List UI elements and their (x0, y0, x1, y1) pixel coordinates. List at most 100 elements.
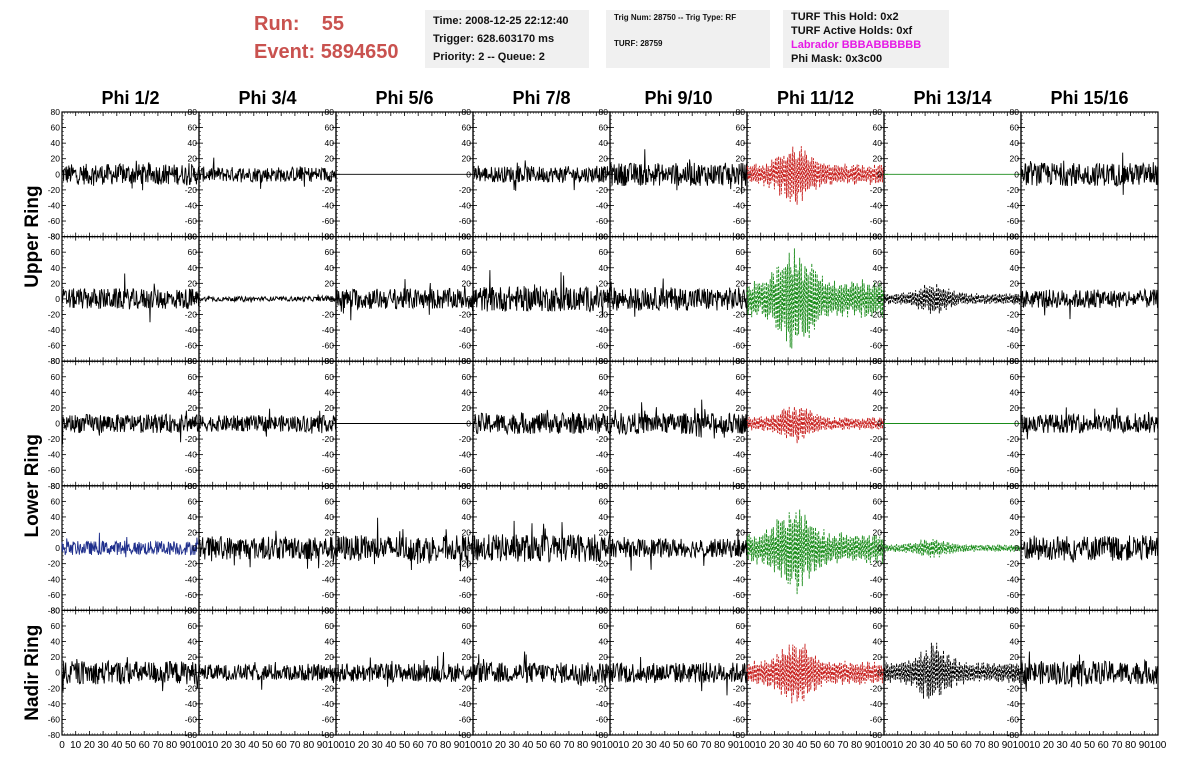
y-tick-label: 0 (603, 294, 608, 304)
y-tick-label: 40 (462, 263, 472, 273)
y-tick-label: 40 (599, 263, 609, 273)
y-tick-label: -40 (459, 325, 472, 335)
y-tick-label: 0 (192, 419, 197, 429)
y-tick-label: 40 (188, 138, 198, 148)
y-tick-label: 20 (736, 278, 746, 288)
y-tick-label: 20 (188, 154, 198, 164)
y-tick-label: 60 (51, 247, 61, 257)
y-tick-label: -60 (48, 216, 61, 226)
y-tick-label: 80 (873, 232, 883, 242)
y-tick-label: -20 (185, 434, 198, 444)
y-tick-label: 20 (188, 528, 198, 538)
y-tick-label: -40 (459, 200, 472, 210)
y-tick-label: 40 (325, 512, 335, 522)
waveform-trace (198, 294, 336, 303)
y-tick-label: 0 (329, 543, 334, 553)
y-tick-label: 20 (325, 154, 335, 164)
y-tick-label: -60 (596, 341, 609, 351)
y-tick-label: -40 (48, 325, 61, 335)
y-tick-label: -80 (48, 481, 61, 491)
waveform-trace (198, 157, 337, 189)
y-tick-label: 60 (325, 496, 335, 506)
y-tick-label: -20 (322, 309, 335, 319)
y-tick-label: -40 (322, 200, 335, 210)
y-tick-label: -20 (870, 434, 883, 444)
y-tick-label: -40 (596, 450, 609, 460)
run-value: 55 (321, 13, 345, 35)
ring-label: Upper Ring (22, 185, 43, 287)
y-tick-label: 80 (462, 356, 472, 366)
y-tick-label: -60 (185, 216, 198, 226)
y-tick-label: 80 (325, 107, 335, 117)
y-tick-label: -20 (459, 434, 472, 444)
y-tick-label: 20 (462, 403, 472, 413)
y-tick-label: 20 (462, 154, 472, 164)
y-tick-label: -40 (733, 450, 746, 460)
y-tick-label: 60 (188, 496, 198, 506)
waveform-trace (198, 530, 337, 569)
waveform-trace (1020, 288, 1159, 320)
run-row: Run: 55 (254, 10, 399, 38)
waveform-trace (746, 406, 885, 444)
y-tick-label: 40 (51, 138, 61, 148)
y-tick-label: -20 (322, 185, 335, 195)
y-tick-label: -80 (48, 232, 61, 242)
y-tick-label: -60 (733, 216, 746, 226)
y-tick-label: -40 (322, 450, 335, 460)
y-tick-label: 20 (736, 154, 746, 164)
y-tick-label: 60 (599, 247, 609, 257)
column-title: Phi 3/4 (238, 88, 296, 108)
y-tick-label: 20 (736, 403, 746, 413)
y-tick-label: 60 (462, 247, 472, 257)
y-tick-label: 60 (188, 247, 198, 257)
y-tick-label: 40 (325, 387, 335, 397)
event-value: 5894650 (320, 41, 399, 63)
y-tick-label: 20 (325, 528, 335, 538)
y-tick-label: 0 (603, 169, 608, 179)
event-row: Event: 5894650 (254, 38, 399, 66)
y-tick-label: -60 (459, 216, 472, 226)
turf-text: TURF: 28759 (614, 39, 663, 48)
y-tick-label: -40 (870, 450, 883, 460)
y-tick-label: -40 (596, 200, 609, 210)
waveform-trace (335, 279, 474, 321)
y-tick-label: 20 (188, 403, 198, 413)
y-tick-label: -40 (733, 325, 746, 335)
y-tick-label: 40 (1010, 387, 1020, 397)
column-title: Phi 5/6 (375, 88, 433, 108)
y-tick-label: -40 (322, 574, 335, 584)
y-tick-label: -20 (322, 434, 335, 444)
y-tick-label: 60 (736, 372, 746, 382)
y-tick-label: 60 (51, 496, 61, 506)
waveform-trace (472, 270, 611, 318)
y-tick-label: 80 (188, 107, 198, 117)
y-tick-label: 60 (599, 372, 609, 382)
y-tick-label: 60 (1010, 247, 1020, 257)
trigger-info-box: Trig Num: 28750 -- Trig Type: RF TURF: 2… (606, 10, 770, 68)
y-tick-label: 40 (1010, 138, 1020, 148)
y-tick-label: -20 (185, 309, 198, 319)
column-title: Phi 15/16 (1050, 88, 1128, 108)
y-tick-label: 40 (325, 263, 335, 273)
y-tick-label: -60 (870, 216, 883, 226)
ring-label: Nadir Ring (22, 625, 43, 721)
waveform-trace (746, 248, 885, 349)
y-tick-label: -40 (870, 325, 883, 335)
y-tick-label: 40 (51, 387, 61, 397)
y-tick-label: 0 (466, 169, 471, 179)
y-tick-label: -40 (1007, 450, 1020, 460)
y-tick-label: -40 (596, 325, 609, 335)
y-tick-label: 0 (1014, 294, 1019, 304)
y-tick-label: 20 (1010, 403, 1020, 413)
